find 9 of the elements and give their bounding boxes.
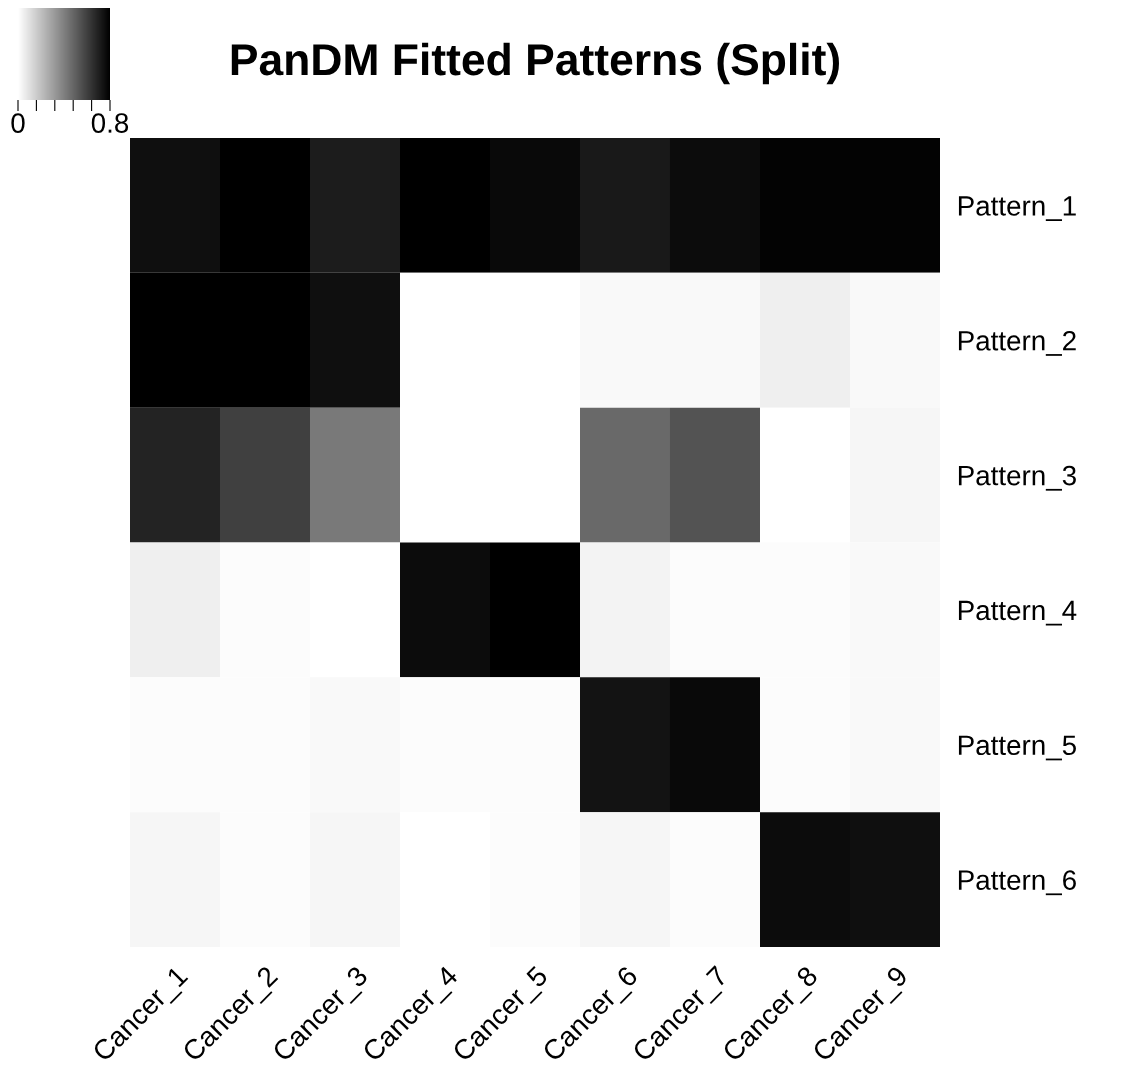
color-bar-label: 0 bbox=[11, 113, 25, 133]
y-tick-label: Pattern_3 bbox=[958, 465, 1076, 491]
y-tick-label: Pattern_5 bbox=[958, 735, 1076, 761]
y-tick-label: Pattern_4 bbox=[958, 600, 1077, 626]
chart-title: PanDM Fitted Patterns (Split) bbox=[231, 42, 839, 85]
y-tick-label: Pattern_2 bbox=[958, 330, 1076, 356]
y-tick-label: Pattern_6 bbox=[958, 870, 1076, 896]
color-bar-label: 0.8 bbox=[91, 113, 129, 133]
y-tick-label: Pattern_1 bbox=[958, 196, 1076, 221]
